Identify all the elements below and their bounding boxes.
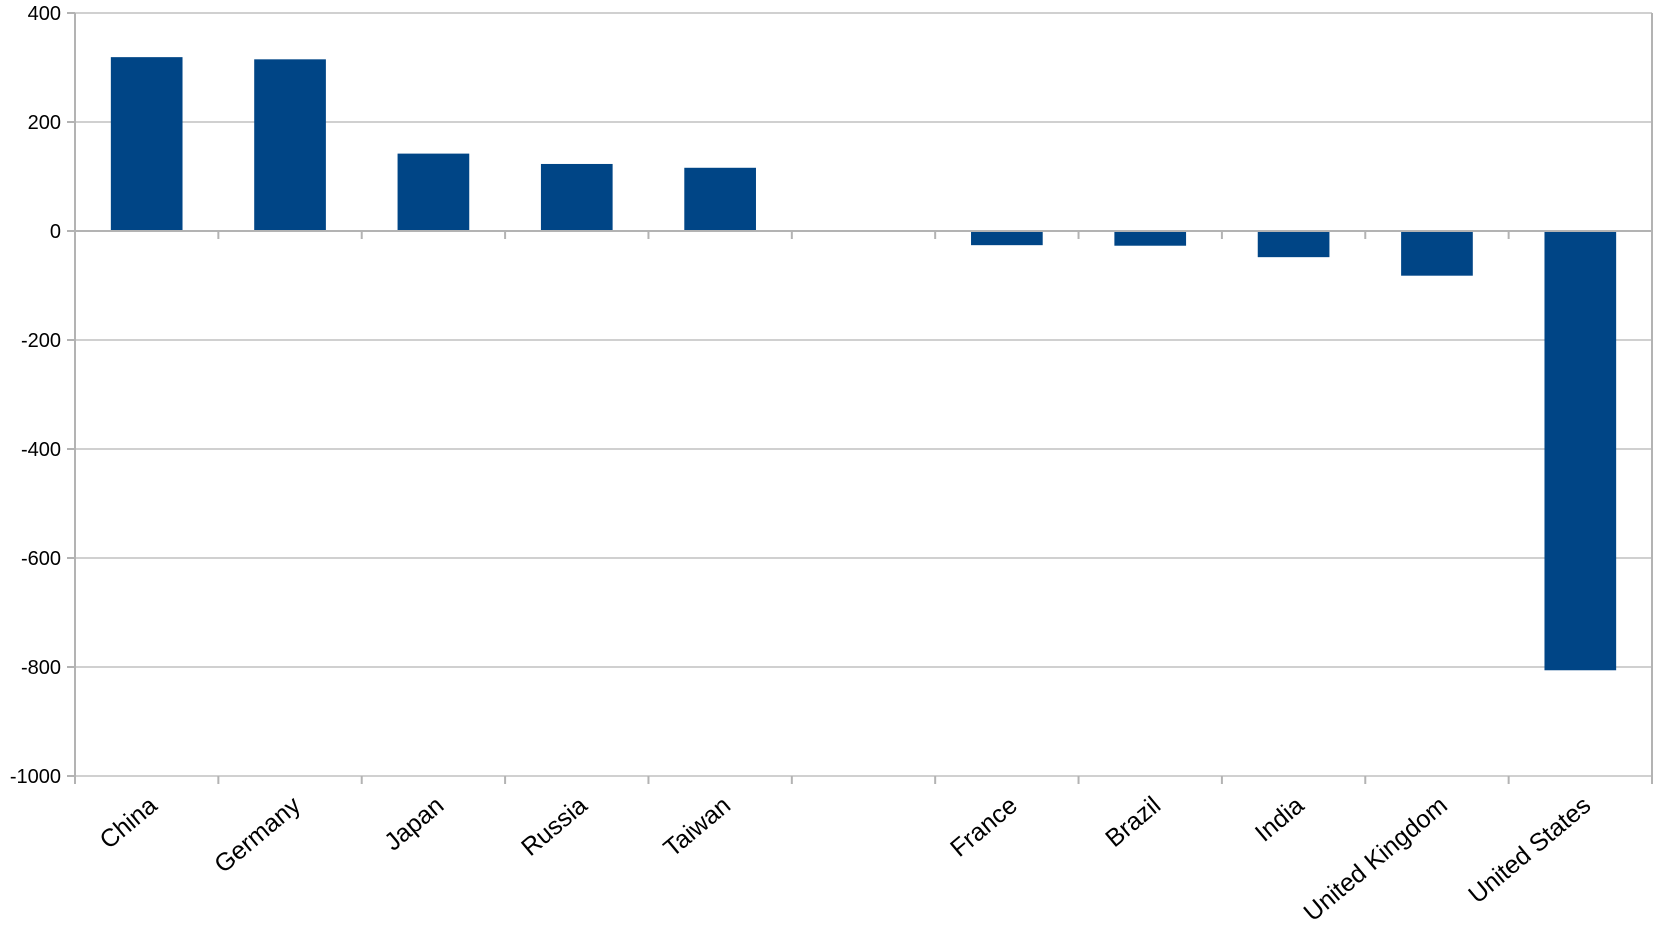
y-tick-label: -800	[21, 657, 61, 679]
y-tick-label: 200	[28, 112, 61, 134]
bar	[971, 231, 1043, 246]
x-tick-label: France	[945, 791, 1023, 862]
bar	[1401, 231, 1473, 276]
y-tick-label: -400	[21, 439, 61, 461]
bar	[1544, 231, 1617, 671]
axes	[67, 12, 1653, 784]
bar	[684, 167, 756, 231]
y-tick-label: 400	[28, 3, 61, 25]
y-tick-label: -200	[21, 330, 61, 352]
bar	[110, 57, 183, 231]
y-tick-labels: 400 200 0 -200 -400 -600 -800 -1000	[10, 3, 61, 788]
y-tick-label: -600	[21, 548, 61, 570]
y-tick-label: -1000	[10, 766, 61, 788]
x-tick-label: Germany	[209, 791, 306, 879]
x-tick-label: United Kingdom	[1299, 791, 1453, 927]
bar	[254, 59, 326, 232]
bar	[540, 163, 613, 231]
bar	[1257, 231, 1330, 258]
x-tick-label: Japan	[379, 791, 449, 856]
bar	[397, 153, 470, 231]
x-tick-label: United States	[1463, 791, 1596, 909]
x-tick-label: China	[94, 791, 162, 854]
bars	[110, 57, 1617, 671]
x-tick-labels: China Germany Japan Russia Taiwan France Brazi…	[94, 791, 1596, 927]
x-tick-label: India	[1250, 791, 1310, 847]
x-tick-label: Taiwan	[658, 791, 736, 862]
x-tick-label: Brazil	[1100, 791, 1166, 853]
x-tick-label: Russia	[516, 791, 593, 862]
bar	[1114, 231, 1187, 246]
y-tick-label: 0	[50, 221, 61, 243]
